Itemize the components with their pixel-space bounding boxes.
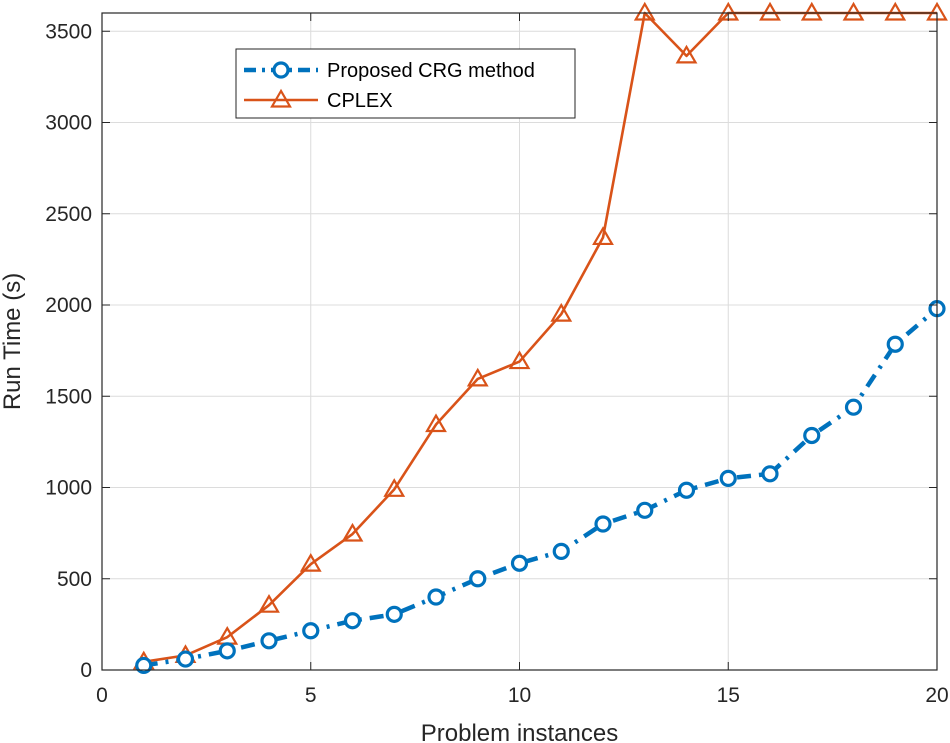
legend-entries: Proposed CRG method CPLEX (244, 60, 535, 112)
data-point (383, 478, 406, 497)
data-point (427, 588, 445, 606)
data-point (677, 481, 696, 499)
data-point (508, 350, 531, 370)
data-point (800, 1, 823, 21)
data-point (469, 570, 487, 588)
y-tick-label: 0 (80, 659, 92, 682)
series-layer (132, 1, 948, 675)
data-point (552, 542, 570, 560)
data-point (761, 465, 779, 483)
y-tick-label: 1500 (45, 385, 92, 408)
data-point (218, 642, 236, 660)
legend-label: Proposed CRG method (327, 60, 535, 82)
x-tick-label: 10 (508, 684, 531, 707)
data-point (466, 367, 489, 387)
data-point (258, 594, 280, 613)
data-point (302, 622, 320, 640)
y-tick-label: 2500 (45, 203, 92, 226)
data-point (343, 612, 362, 630)
data-point (592, 226, 614, 246)
data-point (633, 1, 656, 21)
x-axis-title: Problem instances (421, 720, 618, 743)
data-point (510, 554, 529, 572)
legend: Proposed CRG method CPLEX (235, 48, 576, 119)
data-point (385, 605, 403, 623)
data-point (719, 469, 737, 487)
x-tick-labels: 0 5 10 15 20 (96, 684, 949, 707)
legend-entry: Proposed CRG method (244, 60, 535, 82)
series-proposed-crg (135, 300, 946, 675)
data-point (550, 302, 573, 322)
legend-entry: CPLEX (244, 88, 393, 112)
y-tick-label: 1000 (45, 477, 92, 500)
data-point (844, 398, 863, 416)
data-point (803, 426, 821, 445)
y-axis-title: Run Time (s) (0, 273, 26, 410)
data-point (675, 44, 698, 64)
x-tick-label: 5 (305, 684, 317, 707)
data-point (594, 515, 612, 533)
legend-box (235, 48, 576, 119)
data-point (884, 1, 907, 21)
y-tick-labels: 0 500 1000 1500 2000 2500 3000 3500 (45, 20, 92, 682)
data-point (299, 552, 322, 572)
data-point (842, 1, 865, 21)
y-tick-label: 3000 (45, 112, 92, 135)
legend-label: CPLEX (327, 90, 393, 112)
legend-marker (270, 88, 292, 108)
data-point (176, 650, 195, 668)
data-point (425, 413, 447, 433)
grid-lines (102, 13, 937, 670)
data-point (341, 522, 364, 542)
data-point (759, 1, 781, 21)
y-tick-label: 500 (57, 568, 92, 591)
x-tick-label: 20 (925, 684, 948, 707)
data-point (636, 501, 654, 519)
data-point (886, 335, 904, 353)
data-point (260, 632, 278, 650)
x-tick-label: 0 (96, 684, 108, 707)
axis-ticks (101, 13, 938, 671)
legend-marker (272, 61, 290, 79)
data-point (135, 656, 153, 675)
y-tick-label: 3500 (45, 20, 92, 43)
x-tick-label: 15 (717, 684, 740, 707)
y-tick-label: 2000 (45, 294, 92, 317)
